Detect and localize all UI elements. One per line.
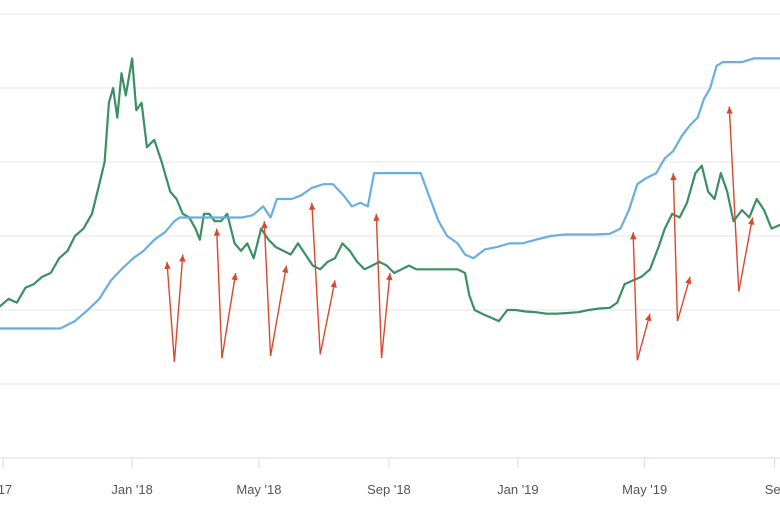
arrow-head [164, 261, 171, 270]
x-tick-label: Jan '19 [497, 482, 539, 497]
arrow-head [282, 265, 289, 274]
x-tick-label: Se [765, 482, 780, 497]
gridlines [0, 13, 780, 385]
arrow-head [308, 202, 316, 210]
arrow-shaft [263, 221, 272, 356]
series-line-2 [0, 57, 780, 330]
arrow-shaft [728, 106, 740, 292]
arrow-shaft [221, 272, 237, 359]
arrow-head [179, 254, 186, 262]
arrow-shaft [632, 232, 639, 361]
arrow-shaft [636, 313, 651, 361]
series-lines [0, 57, 780, 330]
x-tick-label: '17 [0, 482, 12, 497]
x-tick-label: May '19 [622, 482, 667, 497]
x-axis: '17 Jan '18 May '18 Sep '18 Jan '19 May '19 Se [0, 457, 780, 497]
arrow-head [685, 276, 692, 285]
x-tick-label: Sep '18 [367, 482, 411, 497]
arrow-head [726, 106, 733, 114]
arrow-head [670, 173, 677, 181]
arrow-head [630, 232, 637, 240]
arrow-shaft [166, 261, 176, 362]
arrow-head [231, 273, 238, 281]
arrow-shaft [672, 173, 679, 322]
arrow-shaft [311, 202, 321, 355]
arrow-shaft [380, 272, 391, 359]
series-line-1 [0, 57, 780, 323]
arrow-shaft [676, 276, 691, 322]
arrow-shaft [319, 280, 336, 355]
arrow-shaft [375, 213, 383, 359]
x-tick-label: May '18 [236, 482, 281, 497]
x-tick-label: Jan '18 [111, 482, 153, 497]
arrow-head [386, 273, 393, 281]
arrow-head [330, 280, 337, 288]
arrow-head [645, 313, 652, 322]
arrow-shaft [215, 228, 223, 359]
arrow-shaft [738, 217, 754, 292]
arrow-shaft [173, 254, 184, 362]
arrow-shaft [269, 265, 288, 357]
arrow-head [373, 213, 380, 221]
arrow-head [213, 228, 221, 236]
arrow-head [748, 217, 755, 225]
arrow-head [261, 221, 268, 229]
annotation-arrows [164, 106, 755, 362]
